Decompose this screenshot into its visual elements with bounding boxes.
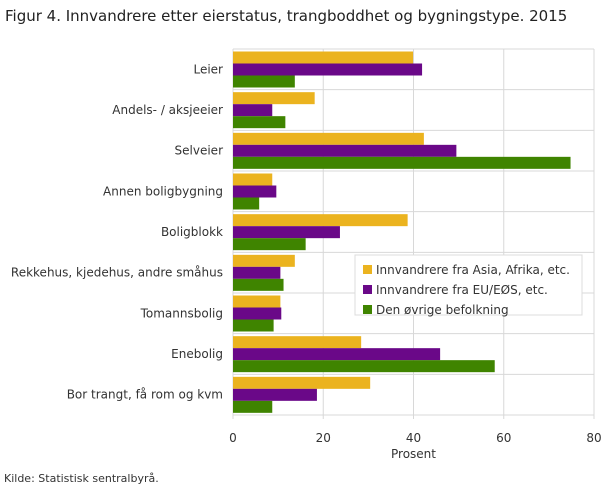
category-label: Tomannsbolig (140, 306, 223, 320)
bar (233, 319, 274, 332)
bar (233, 388, 317, 401)
bar (233, 336, 362, 349)
bar (233, 185, 277, 198)
bar (233, 226, 340, 239)
bar (233, 116, 286, 129)
x-tick-label: 60 (496, 431, 511, 445)
category-label: Andels- / aksjeeier (112, 103, 223, 117)
bar (233, 238, 306, 251)
bar (233, 278, 284, 291)
bar (233, 51, 414, 64)
chart-title: Figur 4. Innvandrere etter eierstatus, t… (5, 7, 568, 25)
category-label: Boligblokk (161, 225, 223, 239)
bar (233, 132, 424, 145)
legend-label: Innvandrere fra Asia, Afrika, etc. (376, 263, 570, 277)
bar (233, 214, 408, 227)
category-label: Selveier (175, 144, 224, 158)
x-tick-label: 0 (229, 431, 237, 445)
bar (233, 75, 295, 88)
source-note: Kilde: Statistisk sentralbyrå. (4, 472, 159, 485)
x-axis-label: Prosent (391, 447, 436, 461)
bar (233, 400, 273, 413)
bar (233, 348, 441, 361)
x-tick-label: 20 (316, 431, 331, 445)
bar (233, 173, 273, 186)
category-label: Bor trangt, få rom og kvm (67, 388, 223, 402)
bar (233, 266, 281, 279)
bar (233, 376, 371, 389)
category-label: Rekkehus, kjedehus, andre småhus (11, 266, 223, 280)
x-tick-label: 40 (406, 431, 421, 445)
bar (233, 307, 282, 320)
x-tick-label: 80 (586, 431, 601, 445)
bar (233, 144, 457, 157)
category-label: Enebolig (171, 347, 223, 361)
legend-swatch (363, 285, 372, 294)
category-label: Annen boligbygning (103, 184, 223, 198)
category-label: Leier (193, 62, 223, 76)
bar (233, 360, 495, 373)
legend-label: Den øvrige befolkning (376, 303, 509, 317)
bar (233, 197, 260, 210)
bar (233, 254, 295, 267)
bar (233, 92, 315, 105)
bar (233, 156, 571, 169)
legend-swatch (363, 305, 372, 314)
legend-swatch (363, 265, 372, 274)
legend-label: Innvandrere fra EU/EØS, etc. (376, 283, 548, 297)
bar (233, 295, 281, 308)
bar (233, 63, 423, 76)
legend-box (354, 254, 583, 316)
bar (233, 104, 273, 117)
